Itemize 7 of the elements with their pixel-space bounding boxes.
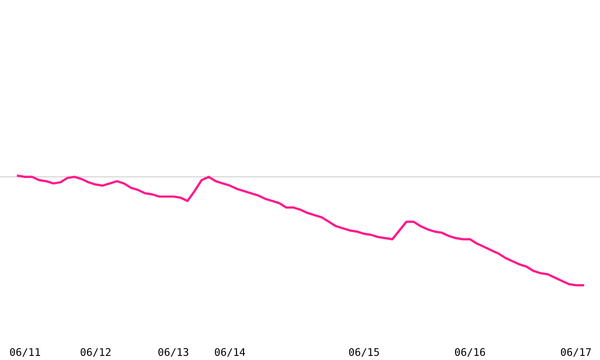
x-tick-label: 06/16 bbox=[455, 348, 486, 357]
x-tick-label: 06/12 bbox=[80, 348, 110, 357]
x-tick-label: 06/13 bbox=[158, 348, 188, 357]
x-tick-label: 06/15 bbox=[349, 348, 379, 357]
x-tick-label: 06/14 bbox=[214, 348, 246, 357]
x-tick-label: 06/11 bbox=[10, 348, 40, 357]
x-tick-label: 06/17 bbox=[560, 348, 591, 357]
